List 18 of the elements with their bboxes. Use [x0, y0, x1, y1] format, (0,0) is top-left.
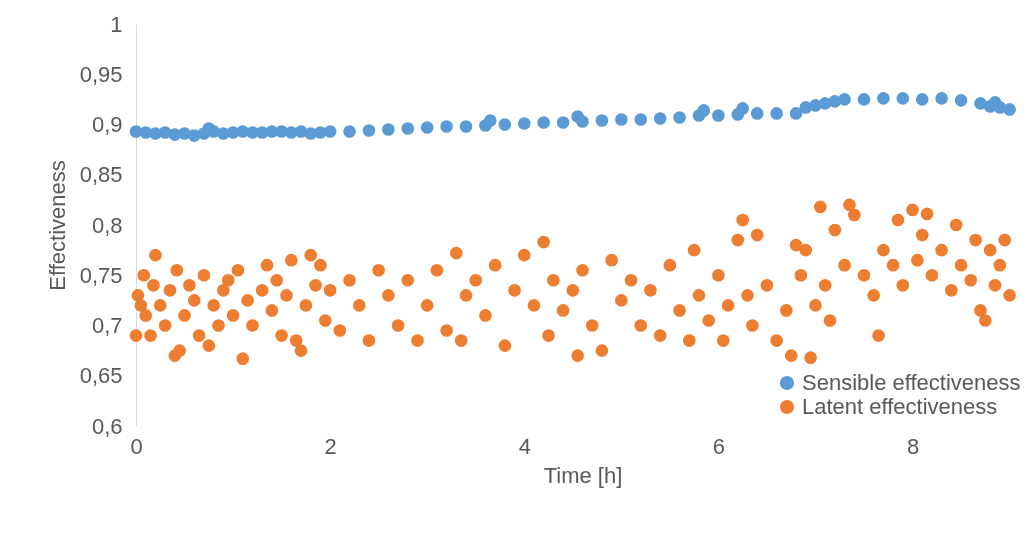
x-axis-title: Time [h] — [543, 462, 623, 488]
legend-label: Sensible effectiveness — [802, 370, 1021, 395]
y-tick-label: 0,9 — [91, 112, 123, 137]
y-tick-label: 0,65 — [79, 363, 123, 389]
x-tick-label: 6 — [712, 433, 726, 459]
y-axis-title: Effectiveness — [44, 160, 70, 291]
y-tick-label: 0,95 — [79, 61, 123, 87]
y-tick-label: 0,6 — [91, 413, 123, 439]
y-tick-label: 0,7 — [91, 313, 123, 338]
x-tick-label: 2 — [324, 433, 337, 459]
y-tick-label: 1 — [110, 11, 123, 37]
x-tick-label: 8 — [906, 433, 920, 459]
y-tick-label: 0,8 — [91, 212, 123, 238]
y-tick-label: 0,75 — [79, 262, 123, 288]
y-tick-label: 0,85 — [79, 162, 123, 188]
x-tick-label: 0 — [130, 433, 143, 459]
legend-label: Latent effectiveness — [802, 394, 998, 419]
x-tick-label: 4 — [518, 433, 531, 459]
